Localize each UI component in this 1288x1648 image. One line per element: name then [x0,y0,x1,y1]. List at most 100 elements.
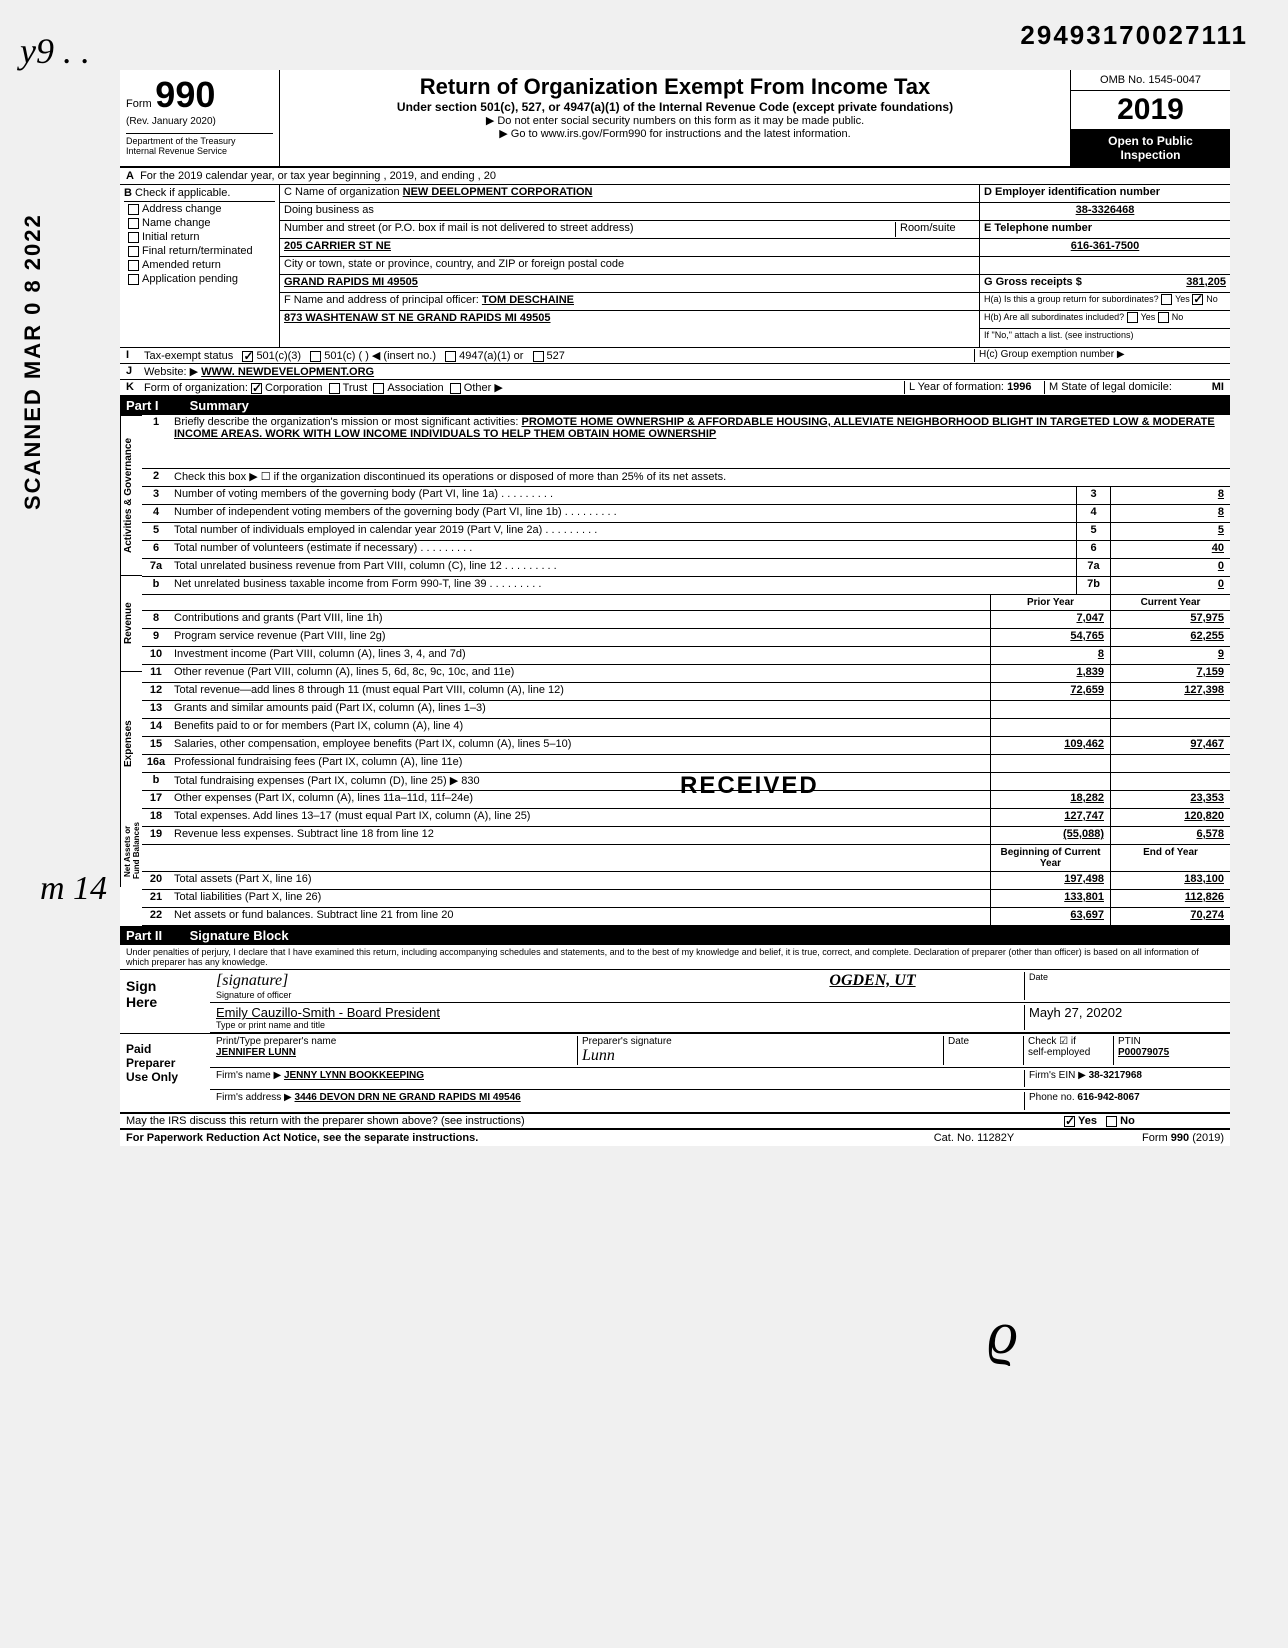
gov-line-6: 6Total number of volunteers (estimate if… [142,541,1230,559]
gross-receipts: G Gross receipts $381,205 [980,275,1230,293]
check-501c[interactable] [310,351,321,362]
col-b-header: Check if applicable. [135,187,230,199]
form-footer: For Paperwork Reduction Act Notice, see … [120,1129,1230,1146]
firm-address-line: Firm's address ▶ 3446 DEVON DRN NE GRAND… [210,1090,1230,1112]
officer-name-typed: Emily Cauzillo-Smith - Board President [216,1005,1024,1020]
gov-line-4: 4Number of independent voting members of… [142,505,1230,523]
check-corporation[interactable] [251,383,262,394]
ptin-value: P00079075 [1118,1047,1224,1058]
form-header-left: Form 990 (Rev. January 2020) Department … [120,70,280,166]
state-domicile: M State of legal domicile: MI [1044,381,1224,394]
exp-line-16a: 16aProfessional fundraising fees (Part I… [142,755,1230,773]
check-other[interactable] [450,383,461,394]
gov-line-b: bNet unrelated business taxable income f… [142,577,1230,595]
prior-current-header: Prior Year Current Year [142,595,1230,611]
org-name: NEW DEELOPMENT CORPORATION [403,186,593,198]
form-subtitle: Under section 501(c), 527, or 4947(a)(1)… [284,100,1066,114]
year-formation: L Year of formation: 1996 [904,381,1044,394]
rev-line-9: 9Program service revenue (Part VIII, lin… [142,629,1230,647]
document-control-number: 29493170027111 [1020,20,1248,51]
exp-line-18: 18Total expenses. Add lines 13–17 (must … [142,809,1230,827]
gov-line-5: 5Total number of individuals employed in… [142,523,1230,541]
vtab-governance: Activities & Governance [120,415,142,575]
current-year-header: Current Year [1110,595,1230,610]
handwritten-loop: ϱ [988,1299,1018,1368]
row-i-tax-exempt: I Tax-exempt status 501(c)(3) 501(c) ( )… [120,348,1230,364]
check-501c3[interactable] [242,351,253,362]
footer-form: Form 990 (2019) [1074,1132,1224,1144]
form-instr-2: ▶ Go to www.irs.gov/Form990 for instruct… [284,127,1066,140]
gov-line-3: 3Number of voting members of the governi… [142,487,1230,505]
city-label-line: City or town, state or province, country… [280,257,979,275]
h-b-line: H(b) Are all subordinates included? Yes … [980,311,1230,329]
discuss-yes[interactable] [1064,1116,1075,1127]
check-amended-return[interactable]: Amended return [124,258,275,272]
end-year-header: End of Year [1110,845,1230,871]
preparer-name-line: Print/Type preparer's name JENNIFER LUNN… [210,1034,1230,1068]
part-2-header: Part II Signature Block [120,926,1230,945]
check-527[interactable] [533,351,544,362]
check-final-return[interactable]: Final return/terminated [124,244,275,258]
column-d-ein: D Employer identification number 38-3326… [980,185,1230,347]
check-address-change[interactable]: Address change [124,202,275,216]
net-line-22: 22Net assets or fund balances. Subtract … [142,908,1230,926]
officer-line: F Name and address of principal officer:… [280,293,979,311]
tax-exempt-label: Tax-exempt status [144,350,233,362]
open-to-public: Open to Public Inspection [1071,130,1230,166]
check-4947[interactable] [445,351,456,362]
officer-signature-line: [signature] Signature of officer OGDEN, … [210,970,1230,1003]
rev-line-10: 10Investment income (Part VIII, column (… [142,647,1230,665]
check-trust[interactable] [329,383,340,394]
ein-label: D Employer identification number [980,185,1230,203]
rev-line-8: 8Contributions and grants (Part VIII, li… [142,611,1230,629]
preparer-name: JENNIFER LUNN [216,1047,577,1058]
net-line-21: 21Total liabilities (Part X, line 26)133… [142,890,1230,908]
exp-line-19: 19Revenue less expenses. Subtract line 1… [142,827,1230,845]
part-1-header: Part I Summary [120,396,1230,415]
footer-cat-no: Cat. No. 11282Y [874,1132,1074,1144]
officer-signature: [signature] [216,972,721,990]
line-2-discontinued: 2 Check this box ▶ ☐ if the organization… [142,469,1230,487]
check-association[interactable] [373,383,384,394]
paid-preparer-block: Paid Preparer Use Only Print/Type prepar… [120,1034,1230,1113]
city-value: GRAND RAPIDS MI 49505 [280,275,979,293]
form-dept: Department of the Treasury Internal Reve… [126,133,273,156]
street-line: Number and street (or P.O. box if mail i… [280,221,979,239]
handwritten-margin-note: m 14 [40,870,107,908]
firm-address: 3446 DEVON DRN NE GRAND RAPIDS MI 49546 [295,1092,521,1103]
check-application-pending[interactable]: Application pending [124,272,275,286]
check-name-change[interactable]: Name change [124,216,275,230]
gross-receipts-value: 381,205 [1186,276,1226,288]
begin-end-header: Beginning of Current Year End of Year [142,845,1230,872]
form-990-page: Form 990 (Rev. January 2020) Department … [120,70,1230,1146]
firm-name-line: Firm's name ▶ JENNY LYNN BOOKKEEPING Fir… [210,1068,1230,1090]
phone-value: 616-361-7500 [980,239,1230,257]
form-revision: (Rev. January 2020) [126,116,273,127]
sign-here-label: Sign Here [120,970,210,1033]
begin-year-header: Beginning of Current Year [990,845,1110,871]
footer-paperwork: For Paperwork Reduction Act Notice, see … [126,1132,874,1144]
h-c-line: H(c) Group exemption number ▶ [974,349,1224,362]
prep-date-label: Date [944,1036,1024,1065]
column-b-checkboxes: B Check if applicable. Address change Na… [120,185,280,347]
form-label: Form [126,98,152,110]
h-b-note: If "No," attach a list. (see instruction… [980,329,1230,347]
column-c-org-info: C Name of organization NEW DEELOPMENT CO… [280,185,980,347]
discuss-no[interactable] [1106,1116,1117,1127]
date-label: Date [1029,972,1224,982]
scanned-stamp: SCANNED MAR 0 8 2022 [20,213,46,510]
preparer-signature: Lunn [582,1047,943,1065]
check-initial-return[interactable]: Initial return [124,230,275,244]
self-employed-check[interactable]: Check ☑ if self-employed [1024,1036,1114,1065]
vtab-net-assets: Net Assets or Fund Balances [120,815,142,887]
summary-body: 1 Briefly describe the organization's mi… [142,415,1230,926]
form-instr-1: ▶ Do not enter social security numbers o… [284,114,1066,127]
gov-line-7a: 7aTotal unrelated business revenue from … [142,559,1230,577]
line-1-mission: 1 Briefly describe the organization's mi… [142,415,1230,469]
exp-line-14: 14Benefits paid to or for members (Part … [142,719,1230,737]
room-suite-label: Room/suite [895,222,975,237]
exp-line-13: 13Grants and similar amounts paid (Part … [142,701,1230,719]
row-a-tax-year: A For the 2019 calendar year, or tax yea… [120,168,1230,185]
org-name-line: C Name of organization NEW DEELOPMENT CO… [280,185,979,203]
net-line-20: 20Total assets (Part X, line 16)197,4981… [142,872,1230,890]
